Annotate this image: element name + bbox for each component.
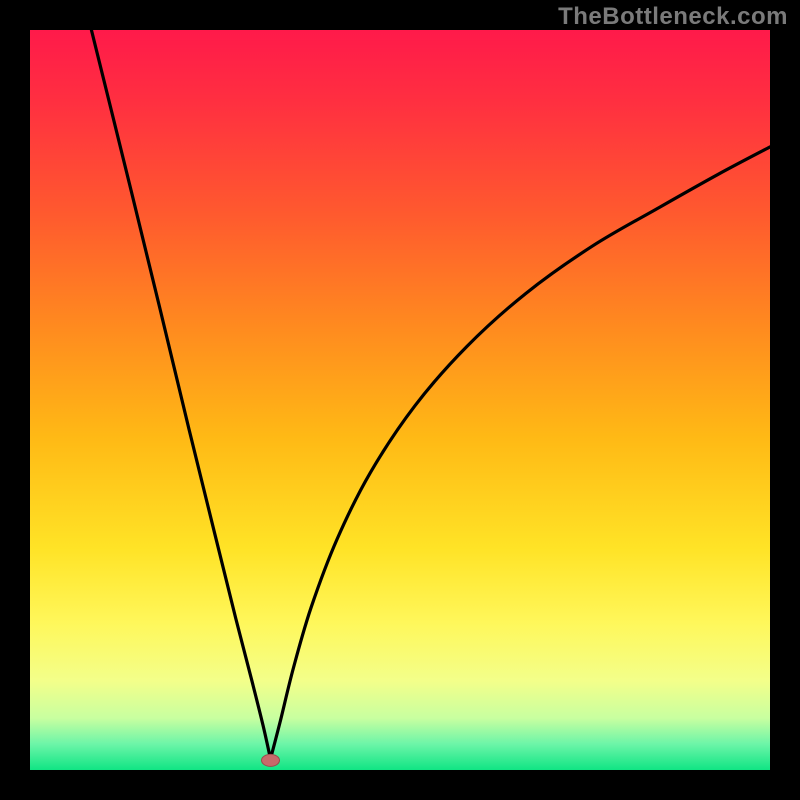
chart-container: TheBottleneck.com [0, 0, 800, 800]
chart-gradient-background [30, 30, 770, 770]
bottleneck-chart [0, 0, 800, 800]
optimal-point-marker [262, 754, 280, 766]
watermark-text: TheBottleneck.com [558, 3, 788, 31]
